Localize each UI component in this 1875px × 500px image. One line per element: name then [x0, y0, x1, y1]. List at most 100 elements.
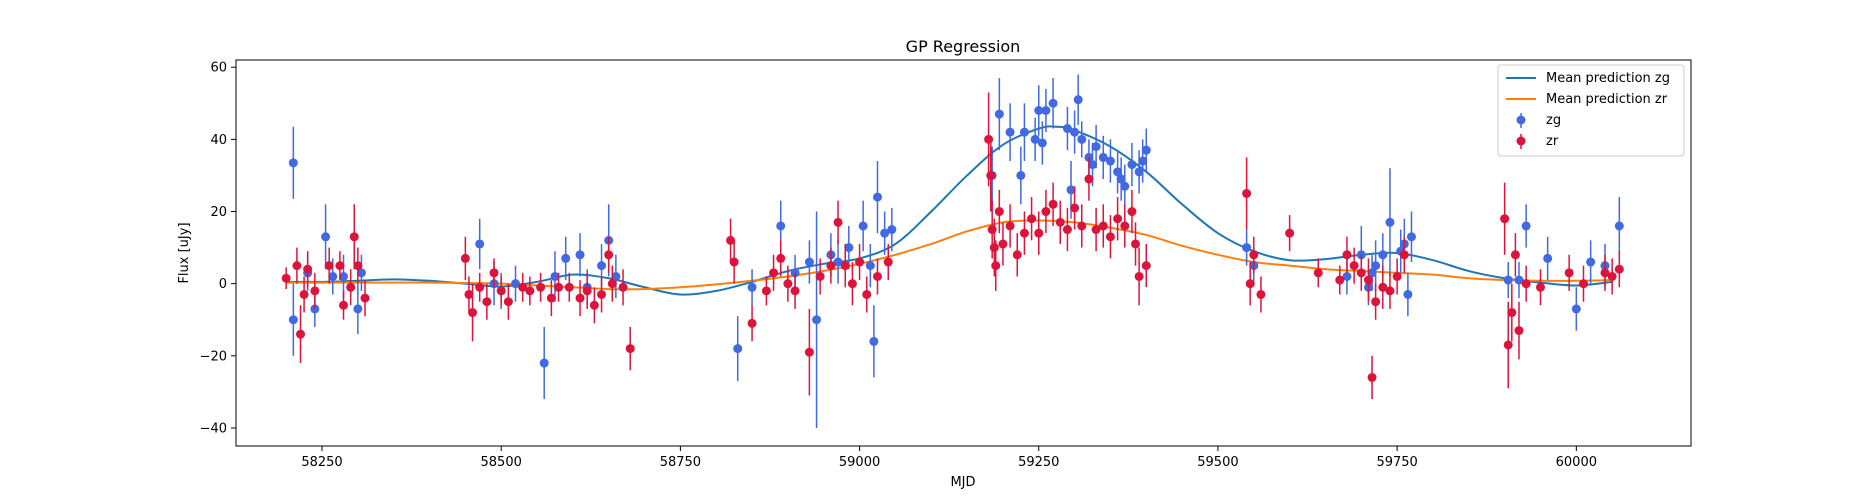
point-zr: [1027, 214, 1037, 224]
point-zr: [769, 268, 779, 278]
point-zr: [468, 308, 478, 318]
point-zg: [1586, 257, 1596, 267]
point-zr: [310, 286, 320, 296]
point-zr: [1349, 261, 1359, 271]
point-zg: [1521, 221, 1531, 231]
point-zr: [815, 271, 825, 281]
y-axis-label: Flux [uJy]: [177, 222, 192, 283]
point-zg: [1385, 217, 1395, 227]
point-zr: [1134, 271, 1144, 281]
point-zr: [546, 293, 556, 303]
point-zg: [1543, 253, 1553, 263]
point-zg: [1005, 127, 1015, 137]
point-zg: [288, 315, 298, 325]
point-zg: [1105, 156, 1115, 166]
point-zr: [1564, 268, 1574, 278]
point-zr: [1019, 228, 1029, 238]
point-zr: [804, 347, 814, 357]
point-zg: [1016, 170, 1026, 180]
point-zr: [346, 282, 356, 292]
point-zr: [460, 253, 470, 263]
point-zg: [776, 221, 786, 231]
point-zr: [989, 243, 999, 253]
point-zr: [1356, 268, 1366, 278]
x-tick-label: 58500: [481, 455, 522, 470]
point-zr: [826, 261, 836, 271]
point-zr: [1113, 214, 1123, 224]
point-zr: [536, 282, 546, 292]
point-zr: [1131, 239, 1141, 249]
point-zg: [1403, 289, 1413, 299]
point-zr: [1313, 268, 1323, 278]
point-zg: [747, 282, 757, 292]
point-zr: [496, 286, 506, 296]
point-zr: [1507, 308, 1517, 318]
legend-box: [1497, 64, 1685, 157]
point-zg: [475, 239, 485, 249]
point-zr: [582, 286, 592, 296]
point-zg: [328, 271, 338, 281]
point-zr: [607, 279, 617, 289]
point-zg: [1367, 268, 1377, 278]
point-zg: [804, 257, 814, 267]
point-zr: [1127, 207, 1137, 217]
point-zr: [1256, 289, 1266, 299]
point-zr: [1012, 250, 1022, 260]
point-zr: [833, 217, 843, 227]
chart-title: GP Regression: [906, 37, 1021, 56]
point-zr: [994, 207, 1004, 217]
axes-border: [235, 59, 1692, 447]
point-zr: [1367, 372, 1377, 382]
point-zg: [356, 268, 366, 278]
point-zr: [296, 329, 306, 339]
legend-label-zg: zg: [1546, 113, 1561, 128]
point-zr: [1249, 250, 1259, 260]
point-zr: [790, 286, 800, 296]
point-zg: [733, 344, 743, 354]
point-zg: [1242, 243, 1252, 253]
legend-label-zr: zr: [1546, 134, 1559, 149]
point-zg: [1138, 156, 1148, 166]
plot-frame: [236, 60, 1691, 446]
point-zr: [1371, 297, 1381, 307]
point-zg: [887, 225, 897, 235]
point-zr: [1245, 279, 1255, 289]
legend-label-mean-zr: Mean prediction zr: [1546, 92, 1668, 107]
point-zr: [1363, 275, 1373, 285]
point-zr: [1535, 282, 1545, 292]
point-zr: [489, 268, 499, 278]
point-zr: [575, 293, 585, 303]
point-zr: [1242, 188, 1252, 198]
point-zr: [589, 300, 599, 310]
point-zg: [539, 358, 549, 368]
point-zg: [339, 271, 349, 281]
point-zg: [611, 271, 621, 281]
point-zr: [840, 261, 850, 271]
point-zr: [1607, 271, 1617, 281]
point-zr: [855, 257, 865, 267]
point-zg: [597, 261, 607, 271]
point-zg: [288, 158, 298, 168]
point-zr: [726, 235, 736, 245]
y-tick-label: 40: [210, 133, 227, 148]
point-zg: [1342, 271, 1352, 281]
point-zr: [1070, 203, 1080, 213]
point-zr: [984, 134, 994, 144]
point-zg: [1503, 275, 1513, 285]
point-zr: [1378, 282, 1388, 292]
x-tick-label: 58250: [301, 455, 342, 470]
point-zr: [1335, 275, 1345, 285]
point-zr: [1091, 225, 1101, 235]
point-zr: [1500, 214, 1510, 224]
point-zg: [833, 257, 843, 267]
point-zr: [986, 170, 996, 180]
x-axis: 58250 58500 58750 59000 59250 59500 59750 60000: [301, 446, 1597, 470]
point-zg: [353, 304, 363, 314]
point-zg: [1030, 134, 1040, 144]
point-zr: [525, 286, 535, 296]
point-zg: [880, 228, 890, 238]
point-zg: [844, 243, 854, 253]
point-zg: [1514, 275, 1524, 285]
point-zr: [1084, 174, 1094, 184]
point-zg: [872, 192, 882, 202]
